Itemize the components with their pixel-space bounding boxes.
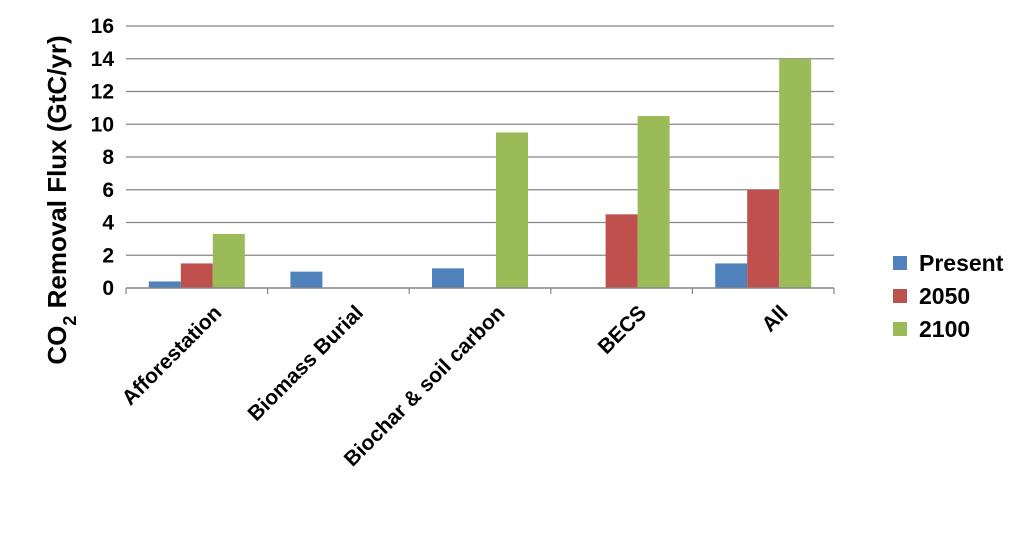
y-axis-title-main: CO (42, 326, 72, 365)
legend-swatch (893, 322, 907, 336)
y-axis-ticks: 0 2 4 6 8 10 12 14 16 (91, 15, 115, 300)
bar-2100-0 (212, 233, 245, 288)
y-tick-label: 2 (102, 244, 114, 267)
bar-present-0 (148, 281, 181, 288)
legend-label: 2100 (919, 316, 970, 342)
bars (148, 58, 812, 288)
x-category-label: BECS (594, 301, 652, 359)
bar-present-1 (290, 271, 323, 288)
legend-label: 2050 (919, 283, 970, 309)
y-tick-label: 0 (102, 277, 114, 300)
bar-2100-2 (496, 132, 528, 288)
y-tick-label: 12 (91, 81, 114, 104)
bar-2100-4 (779, 58, 812, 288)
y-tick-label: 16 (91, 15, 114, 38)
y-tick-label: 4 (102, 212, 114, 235)
y-tick-label: 6 (102, 179, 114, 202)
bar-2050-4 (747, 189, 780, 288)
x-category-label: Biomass Burial (244, 301, 368, 425)
bar-present-2 (432, 268, 464, 288)
y-tick-label: 14 (91, 48, 115, 71)
y-tick-label: 10 (91, 113, 114, 136)
y-tick-label: 8 (102, 146, 114, 169)
legend-swatch (893, 256, 907, 270)
y-axis-title-rest: Removal Flux (GtC/yr) (42, 35, 72, 315)
x-category-label: Afforestation (118, 301, 227, 410)
x-category-label: All (757, 301, 792, 336)
legend: Present 2050 2100 (893, 250, 1004, 342)
x-category-label: Biochar & soil carbon (340, 301, 510, 471)
y-axis-title-subscript: 2 (60, 316, 80, 326)
gridlines (126, 25, 834, 256)
legend-swatch (893, 289, 907, 303)
y-axis-title: CO2 Removal Flux (GtC/yr) (42, 35, 80, 364)
bar-2050-3 (605, 214, 638, 288)
legend-label: Present (919, 250, 1004, 276)
bar-2100-3 (637, 116, 670, 288)
bar-present-4 (715, 263, 748, 288)
bar-2050-0 (180, 263, 213, 288)
